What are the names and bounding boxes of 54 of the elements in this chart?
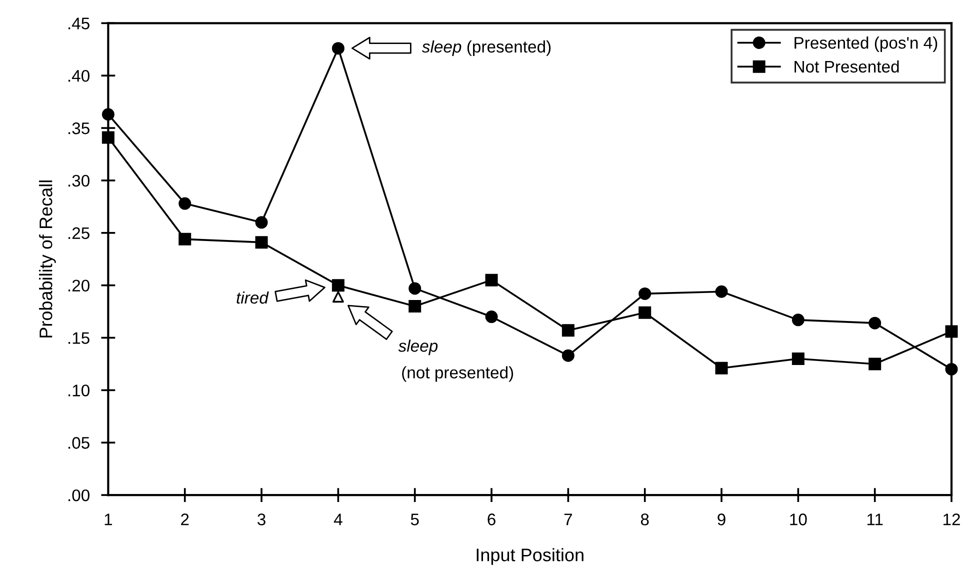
y-axis-title: Probability of Recall: [39, 180, 56, 338]
point: [715, 362, 728, 374]
x-tick-label: 6: [488, 514, 496, 526]
x-tick-label: 10: [790, 514, 807, 526]
point: [868, 358, 882, 370]
point: [638, 287, 652, 300]
point: [408, 282, 422, 295]
point: [255, 236, 268, 249]
point: [255, 216, 268, 229]
y-tick-label: .00: [68, 489, 90, 502]
y-tick-label: .05: [68, 437, 90, 449]
point: [332, 279, 344, 292]
x-tick-label: 12: [944, 514, 960, 526]
point: [102, 108, 114, 121]
x-tick-label: 4: [334, 514, 342, 526]
legend-label: Not Presented: [794, 60, 899, 73]
point: [102, 131, 114, 144]
point: [178, 232, 192, 246]
x-tick-label: 7: [564, 514, 572, 526]
point: [178, 197, 192, 210]
y-tick-label: .25: [68, 227, 90, 240]
legend-label: Presented (pos'n 4): [794, 36, 938, 52]
x-axis-title: Input Position: [476, 548, 584, 565]
point: [792, 314, 804, 326]
point: [715, 285, 728, 298]
point: [562, 349, 574, 362]
y-tick-label: .10: [68, 384, 90, 396]
x-tick-label: 1: [104, 514, 112, 526]
annotation: sleep (presented): [422, 40, 551, 56]
x-tick-label: 5: [410, 514, 419, 526]
x-tick-label: 11: [867, 514, 883, 526]
point: [332, 291, 344, 303]
y-tick-label: .40: [68, 70, 90, 82]
point: [408, 300, 422, 313]
point: [485, 274, 498, 286]
y-tick-label: .30: [68, 174, 90, 187]
x-tick-label: 3: [258, 514, 266, 526]
x-tick-label: 9: [718, 514, 726, 526]
annotation: sleep (not presented): [398, 340, 514, 382]
point: [332, 42, 344, 55]
y-tick-label: .20: [68, 280, 90, 292]
point: [945, 325, 958, 338]
point: [868, 316, 882, 330]
point: [638, 306, 652, 319]
y-tick-label: .35: [68, 122, 90, 134]
annotation: tired: [236, 291, 269, 304]
point: [485, 310, 498, 324]
point: [945, 362, 958, 376]
point: [562, 324, 574, 337]
x-tick-label: 8: [640, 514, 649, 526]
x-tick-label: 2: [181, 514, 189, 526]
y-tick-label: .15: [68, 332, 90, 344]
point: [792, 352, 804, 365]
y-tick-label: .45: [68, 18, 90, 30]
